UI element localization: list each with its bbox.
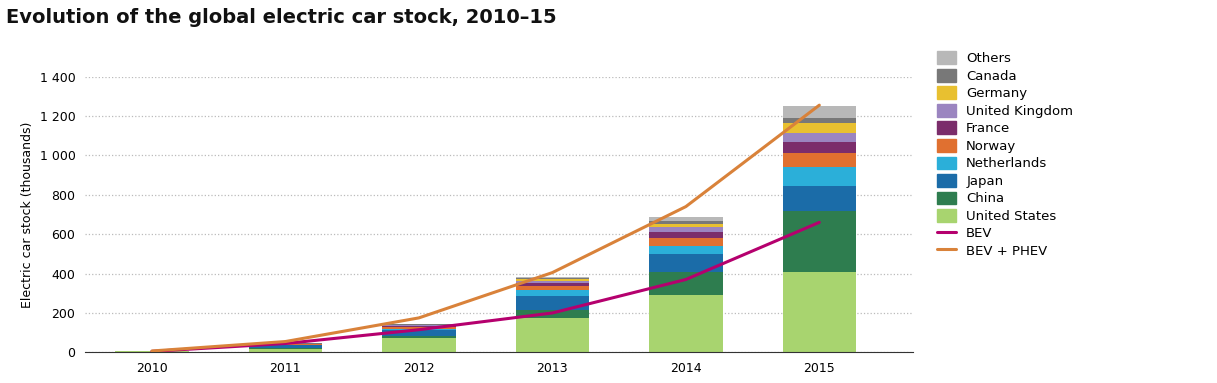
Bar — [382, 327, 455, 329]
BEV — [145, 349, 159, 354]
Bar — [516, 278, 589, 280]
Bar — [516, 280, 589, 281]
Bar — [649, 224, 723, 227]
Bar — [783, 153, 856, 167]
Legend: Others, Canada, Germany, United Kingdom, France, Norway, Netherlands, Japan, Chi: Others, Canada, Germany, United Kingdom,… — [936, 50, 1075, 259]
Bar — [382, 324, 455, 325]
Bar — [382, 325, 455, 326]
Bar — [783, 123, 856, 133]
Bar — [382, 336, 455, 338]
Bar — [783, 142, 856, 153]
Bar — [516, 290, 589, 296]
Bar — [248, 345, 323, 348]
Bar — [516, 319, 589, 352]
Bar — [516, 296, 589, 309]
BEV + PHEV — [145, 349, 159, 353]
Bar — [516, 309, 589, 319]
Bar — [516, 277, 589, 278]
BEV + PHEV — [279, 339, 293, 344]
Bar — [516, 283, 589, 286]
Bar — [783, 272, 856, 352]
Bar — [649, 295, 723, 352]
Bar — [783, 186, 856, 211]
Bar — [382, 329, 455, 330]
BEV — [812, 220, 826, 225]
BEV — [545, 311, 560, 315]
Bar — [783, 106, 856, 118]
BEV — [279, 341, 293, 346]
Bar — [116, 351, 189, 352]
Bar — [248, 344, 323, 345]
Bar — [783, 211, 856, 272]
Bar — [783, 133, 856, 142]
Bar — [649, 217, 723, 221]
BEV + PHEV — [411, 316, 426, 320]
Text: Evolution of the global electric car stock, 2010–15: Evolution of the global electric car sto… — [6, 8, 556, 27]
Bar — [649, 246, 723, 254]
Bar — [649, 237, 723, 246]
Bar — [649, 272, 723, 295]
Bar — [516, 281, 589, 283]
Line: BEV + PHEV: BEV + PHEV — [152, 105, 819, 351]
Y-axis label: Electric car stock (thousands): Electric car stock (thousands) — [21, 121, 34, 308]
Bar — [382, 330, 455, 336]
Line: BEV: BEV — [152, 223, 819, 351]
Bar — [649, 227, 723, 232]
Bar — [783, 118, 856, 123]
Bar — [382, 326, 455, 327]
Bar — [516, 286, 589, 290]
Bar — [783, 167, 856, 186]
Bar — [649, 254, 723, 272]
Bar — [248, 348, 323, 349]
Bar — [248, 349, 323, 352]
BEV — [679, 277, 694, 282]
BEV + PHEV — [545, 270, 560, 275]
BEV + PHEV — [679, 204, 694, 209]
Bar — [382, 338, 455, 352]
Bar — [649, 232, 723, 237]
BEV — [411, 327, 426, 332]
BEV + PHEV — [812, 103, 826, 108]
Bar — [649, 221, 723, 224]
